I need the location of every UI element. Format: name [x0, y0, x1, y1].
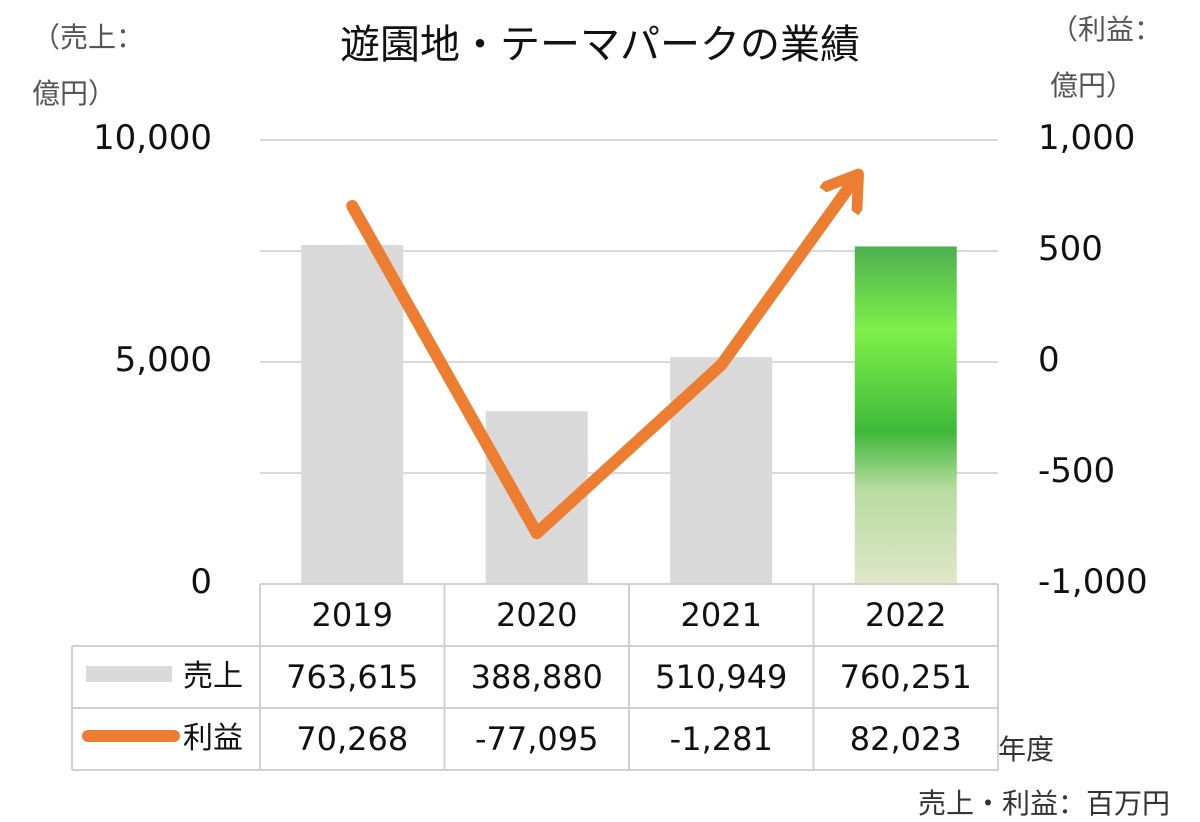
right-axis-tick-label: -1,000 [1038, 562, 1148, 602]
data-table-grid [71, 583, 999, 771]
right-axis-unit-line1: （利益： [1050, 13, 1163, 46]
table-value: 760,251 [839, 658, 972, 696]
x-category-label: 2022 [865, 596, 947, 634]
unit-footnote: 売上・利益：百万円 [917, 787, 1170, 820]
table-value: -77,095 [474, 720, 599, 758]
left-axis-tick-label: 10,000 [93, 118, 212, 158]
x-category-label: 2021 [680, 596, 762, 634]
table-value: 388,880 [470, 658, 603, 696]
left-axis-tick-label: 0 [190, 562, 212, 602]
table-value: 510,949 [655, 658, 788, 696]
sales-bar [301, 244, 404, 584]
left-axis-unit-line1: （売上： [32, 21, 145, 54]
chart-title: 遊園地・テーマパークの業績 [340, 22, 860, 68]
table-value: 763,615 [286, 658, 419, 696]
table-value: -1,281 [669, 720, 773, 758]
right-axis-tick-label: 1,000 [1038, 118, 1136, 158]
x-axis-label: 年度 [998, 733, 1055, 766]
left-axis-unit: （売上： 億円） [32, 10, 152, 122]
left-axis-unit-line2: 億円） [32, 77, 117, 110]
sales-bar-highlight [854, 246, 957, 585]
table-row-label: 売上 [183, 659, 243, 694]
legend-key-sales [86, 666, 172, 682]
right-axis-unit-line2: 億円） [1050, 69, 1135, 102]
profit-line [346, 178, 856, 540]
x-category-label: 2019 [311, 596, 393, 634]
table-row-label: 利益 [183, 721, 243, 756]
right-axis-tick-label: -500 [1038, 451, 1116, 491]
table-value: 70,268 [296, 720, 409, 758]
x-category-label: 2020 [496, 596, 578, 634]
table-value: 82,023 [849, 720, 962, 758]
right-axis-tick-label: 500 [1038, 229, 1103, 269]
right-axis-tick-label: 0 [1038, 340, 1060, 380]
profit-line-layer [346, 178, 856, 540]
right-axis-unit: （利益： 億円） [1050, 2, 1180, 114]
left-axis-tick-label: 5,000 [114, 340, 212, 380]
